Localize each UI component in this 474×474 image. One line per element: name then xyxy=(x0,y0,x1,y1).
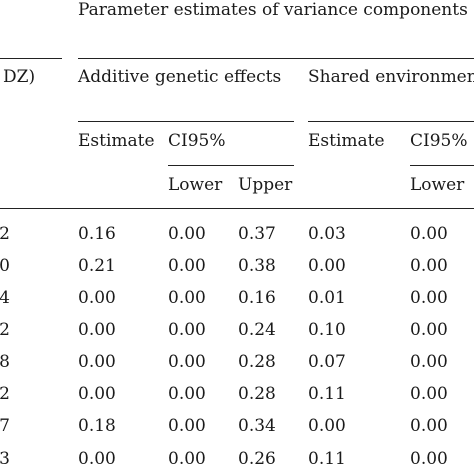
header-bottom-rule xyxy=(0,208,474,210)
row-2-additive-lower: 0.00 xyxy=(168,288,206,308)
row-5-left-value: 12 xyxy=(0,384,10,404)
left-column-label: DZ) xyxy=(3,67,36,87)
row-2-shared-estimate: 0.01 xyxy=(308,288,346,308)
row-5-additive-lower: 0.00 xyxy=(168,384,206,404)
row-3-additive-lower: 0.00 xyxy=(168,320,206,340)
row-2-additive-upper: 0.16 xyxy=(238,288,276,308)
table-top-title: Parameter estimates of variance componen… xyxy=(78,0,468,20)
row-0-shared-estimate: 0.03 xyxy=(308,224,346,244)
row-3-shared-lower: 0.00 xyxy=(410,320,448,340)
row-7-shared-lower: 0.00 xyxy=(410,449,448,469)
row-6-additive-lower: 0.00 xyxy=(168,416,206,436)
subheader-lower-additive: Lower xyxy=(168,175,223,195)
row-0-additive-estimate: 0.16 xyxy=(78,224,116,244)
row-6-shared-estimate: 0.00 xyxy=(308,416,346,436)
row-1-left-value: 10 xyxy=(0,256,10,276)
col-header-estimate-additive: Estimate xyxy=(78,131,155,151)
row-0-additive-upper: 0.37 xyxy=(238,224,276,244)
subheader-upper-additive: Upper xyxy=(238,175,293,195)
row-6-additive-estimate: 0.18 xyxy=(78,416,116,436)
row-1-shared-estimate: 0.00 xyxy=(308,256,346,276)
ci95-additive-rule xyxy=(168,165,294,167)
row-7-additive-lower: 0.00 xyxy=(168,449,206,469)
row-4-shared-lower: 0.00 xyxy=(410,352,448,372)
row-4-additive-lower: 0.00 xyxy=(168,352,206,372)
row-0-left-value: 12 xyxy=(0,224,10,244)
subheader-lower-shared: Lower xyxy=(410,175,465,195)
row-7-left-value: 3 xyxy=(0,449,10,469)
group-header-shared: Shared environmen xyxy=(308,67,474,87)
row-1-additive-estimate: 0.21 xyxy=(78,256,116,276)
row-7-shared-estimate: 0.11 xyxy=(308,449,346,469)
row-2-shared-lower: 0.00 xyxy=(410,288,448,308)
row-0-shared-lower: 0.00 xyxy=(410,224,448,244)
row-0-additive-lower: 0.00 xyxy=(168,224,206,244)
row-3-left-value: 12 xyxy=(0,320,10,340)
header-rule-top xyxy=(78,58,474,60)
row-5-shared-estimate: 0.11 xyxy=(308,384,346,404)
row-3-additive-estimate: 0.00 xyxy=(78,320,116,340)
col-header-estimate-shared: Estimate xyxy=(308,131,385,151)
row-6-shared-lower: 0.00 xyxy=(410,416,448,436)
row-4-left-value: 08 xyxy=(0,352,10,372)
row-5-additive-estimate: 0.00 xyxy=(78,384,116,404)
row-4-additive-estimate: 0.00 xyxy=(78,352,116,372)
row-6-left-value: 07 xyxy=(0,416,10,436)
additive-group-rule xyxy=(78,121,294,123)
row-7-additive-estimate: 0.00 xyxy=(78,449,116,469)
row-3-additive-upper: 0.24 xyxy=(238,320,276,340)
row-1-additive-lower: 0.00 xyxy=(168,256,206,276)
row-5-additive-upper: 0.28 xyxy=(238,384,276,404)
ci95-shared-rule xyxy=(410,165,474,167)
row-4-additive-upper: 0.28 xyxy=(238,352,276,372)
row-7-additive-upper: 0.26 xyxy=(238,449,276,469)
header-rule-left xyxy=(0,58,62,60)
row-4-shared-estimate: 0.07 xyxy=(308,352,346,372)
col-header-ci95-shared: CI95% xyxy=(410,131,468,151)
row-2-left-value: 04 xyxy=(0,288,10,308)
row-3-shared-estimate: 0.10 xyxy=(308,320,346,340)
col-header-ci95-additive: CI95% xyxy=(168,131,226,151)
group-header-additive: Additive genetic effects xyxy=(78,67,282,87)
row-2-additive-estimate: 0.00 xyxy=(78,288,116,308)
row-1-shared-lower: 0.00 xyxy=(410,256,448,276)
row-1-additive-upper: 0.38 xyxy=(238,256,276,276)
row-6-additive-upper: 0.34 xyxy=(238,416,276,436)
shared-group-rule xyxy=(308,121,474,123)
row-5-shared-lower: 0.00 xyxy=(410,384,448,404)
